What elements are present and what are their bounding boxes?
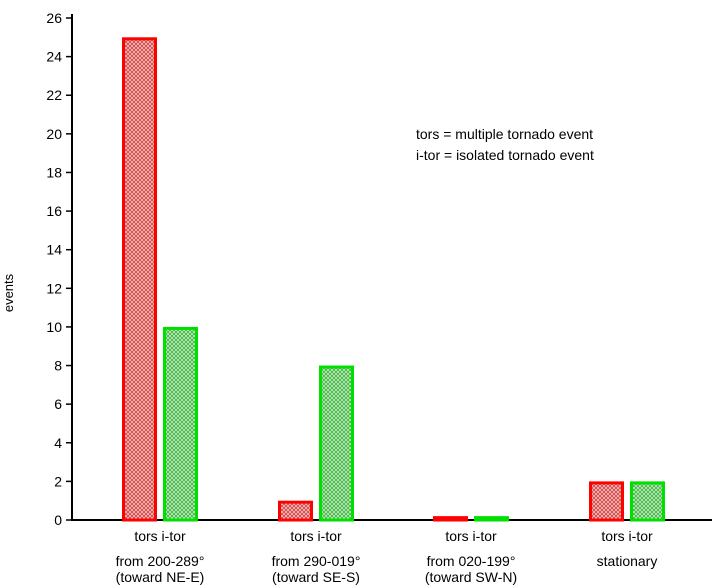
group-label-line: (toward NE-E) (116, 569, 205, 585)
group-label-line: from 290-019° (272, 553, 361, 569)
y-tick-label: 22 (46, 87, 62, 103)
group-label-line: (toward SE-S) (272, 569, 360, 585)
bar-i-tor-0 (163, 326, 198, 522)
y-tick-label: 20 (46, 126, 62, 142)
group-series-labels: tors i-tor (601, 528, 653, 544)
y-tick-label: 16 (46, 203, 62, 219)
group-label-line: (toward SW-N) (425, 569, 517, 585)
bars (122, 37, 665, 522)
y-tick-label: 14 (46, 242, 62, 258)
group-series-labels: tors i-tor (445, 528, 497, 544)
bar-tors-2 (433, 516, 468, 522)
group-series-labels: tors i-tor (290, 528, 342, 544)
y-tick-label: 26 (46, 10, 62, 26)
y-tick-label: 6 (54, 396, 62, 412)
y-tick-label: 24 (46, 49, 62, 65)
category-labels: tors i-tor from 200-289°(toward NE-E) tors… (116, 528, 658, 585)
legend-line-0: tors = multiple tornado event (416, 126, 593, 142)
legend: tors = multiple tornado event i-tor = is… (416, 126, 594, 163)
group-label-line: stationary (597, 553, 658, 569)
y-tick-label: 8 (54, 358, 62, 374)
y-tick-label: 2 (54, 473, 62, 489)
group-label-line: from 200-289° (116, 553, 205, 569)
y-tick-label: 18 (46, 164, 62, 180)
bar-i-tor-1 (319, 365, 354, 522)
bar-i-tor-2 (474, 516, 509, 522)
legend-line-1: i-tor = isolated tornado event (416, 147, 594, 163)
bar-tors-1 (278, 500, 313, 522)
y-tick-label: 4 (54, 435, 62, 451)
bar-tors-0 (122, 37, 157, 522)
group-series-labels: tors i-tor (134, 528, 186, 544)
y-axis-label: events (1, 273, 16, 312)
y-tick-label: 12 (46, 280, 62, 296)
bar-tors-3 (589, 481, 624, 522)
bar-i-tor-3 (630, 481, 665, 522)
y-tick-label: 10 (46, 319, 62, 335)
group-label-line: from 020-199° (427, 553, 516, 569)
y-tick-label: 0 (54, 512, 62, 528)
